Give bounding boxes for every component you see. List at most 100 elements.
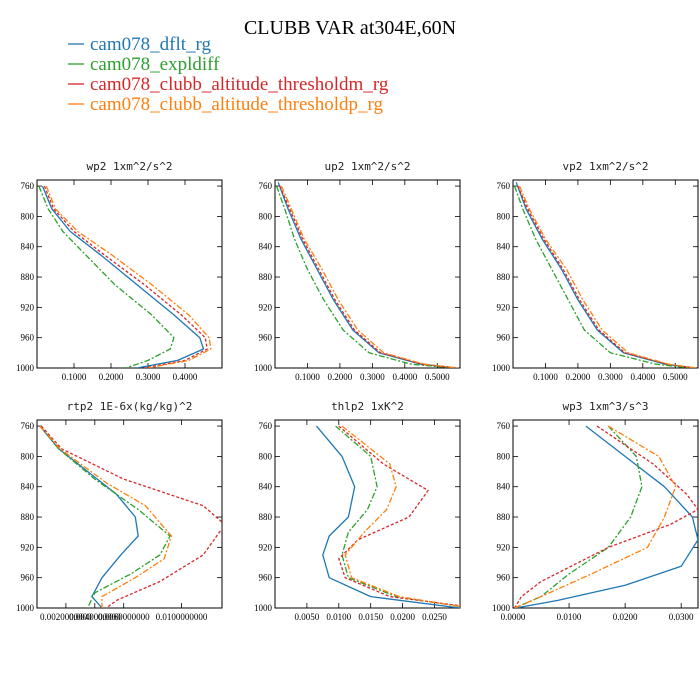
y-tick-label: 840 xyxy=(21,242,35,252)
series-line-2 xyxy=(275,185,454,368)
plot-frame xyxy=(512,179,699,369)
x-tick-label: 0.3000 xyxy=(360,372,385,382)
series-line-4 xyxy=(518,185,697,368)
series-line-3 xyxy=(40,425,222,608)
x-tick-label: 0.1000 xyxy=(533,372,558,382)
x-tick-label: 0.1000 xyxy=(62,372,87,382)
y-tick-label: 800 xyxy=(497,451,511,461)
y-tick-label: 880 xyxy=(259,272,273,282)
series-line-3 xyxy=(279,185,457,368)
y-tick-label: 1000 xyxy=(492,603,511,613)
plot-frame xyxy=(36,419,223,609)
x-tick-label: 0.2000 xyxy=(566,372,591,382)
series-line-4 xyxy=(280,185,459,368)
x-tick-label: 0.0060000000 xyxy=(98,612,150,622)
y-tick-label: 880 xyxy=(21,512,35,522)
plot-frame xyxy=(512,419,699,609)
y-tick-label: 920 xyxy=(21,302,35,312)
y-tick-label: 960 xyxy=(21,573,35,583)
y-tick-label: 840 xyxy=(259,482,273,492)
x-tick-label: 0.3000 xyxy=(136,372,161,382)
panel-6: wp3 1xm^3/s^3 760 800 840 880 920 960 10000.000… xyxy=(492,400,699,622)
y-tick-label: 840 xyxy=(259,242,273,252)
panel-title: up2 1xm^2/s^2 xyxy=(324,160,410,173)
panel-2: up2 1xm^2/s^2 760 800 840 880 920 960 1000 0.100… xyxy=(254,160,461,382)
x-tick-label: 0.0020000000 xyxy=(40,612,92,622)
y-tick-label: 760 xyxy=(259,181,273,191)
series-line-2 xyxy=(514,425,643,608)
x-tick-label: 0.0100000000 xyxy=(156,612,208,622)
y-tick-label: 800 xyxy=(259,451,273,461)
panel-title: wp3 1xm^3/s^3 xyxy=(562,400,648,413)
x-tick-label: 0.0050 xyxy=(295,612,320,622)
legend-label-1: cam078_dflt_rg xyxy=(90,34,212,55)
legend-label-3: cam078_clubb_altitude_thresholdm_rg xyxy=(90,74,389,95)
x-tick-label: 0.0040000000 xyxy=(69,612,121,622)
x-tick-label: 0.0100 xyxy=(557,612,582,622)
legend-label-2: cam078_expldiff xyxy=(90,54,220,75)
x-tick-label: 0.0200 xyxy=(390,612,415,622)
y-tick-label: 960 xyxy=(259,573,273,583)
y-tick-label: 760 xyxy=(497,421,511,431)
series-line-1 xyxy=(316,425,460,608)
legend-label-4: cam078_clubb_altitude_thresholdp_rg xyxy=(90,94,384,115)
x-tick-label: 0.1000 xyxy=(295,372,320,382)
y-tick-label: 880 xyxy=(21,272,35,282)
y-tick-label: 760 xyxy=(21,181,35,191)
series-line-3 xyxy=(517,185,695,368)
y-tick-label: 760 xyxy=(259,421,273,431)
y-tick-label: 960 xyxy=(497,333,511,343)
series-line-4 xyxy=(514,425,677,608)
x-tick-label: 0.4000 xyxy=(630,372,655,382)
panel-title: rtp2 1E-6x(kg/kg)^2 xyxy=(67,400,193,413)
series-line-4 xyxy=(39,425,173,608)
series-line-4 xyxy=(341,425,460,608)
series-line-2 xyxy=(39,425,171,608)
series-line-1 xyxy=(277,182,457,368)
panel-title: wp2 1xm^2/s^2 xyxy=(86,160,172,173)
y-tick-label: 840 xyxy=(497,242,511,252)
series-line-2 xyxy=(335,425,460,608)
y-tick-label: 920 xyxy=(497,542,511,552)
x-tick-label: 0.2000 xyxy=(99,372,124,382)
series-line-3 xyxy=(514,425,698,608)
x-tick-label: 0.2000 xyxy=(328,372,353,382)
y-tick-label: 1000 xyxy=(254,603,273,613)
panel-title: vp2 1xm^2/s^2 xyxy=(562,160,648,173)
legend: cam078_dflt_rgcam078_expldiffcam078_club… xyxy=(68,34,389,115)
y-tick-label: 960 xyxy=(21,333,35,343)
series-line-3 xyxy=(43,185,208,368)
y-tick-label: 920 xyxy=(259,542,273,552)
x-tick-label: 0.0100 xyxy=(326,612,351,622)
y-tick-label: 760 xyxy=(497,181,511,191)
y-tick-label: 880 xyxy=(259,512,273,522)
y-tick-label: 960 xyxy=(259,333,273,343)
x-tick-label: 0.3000 xyxy=(598,372,623,382)
y-tick-label: 800 xyxy=(21,211,35,221)
series-line-4 xyxy=(45,185,212,368)
y-tick-label: 880 xyxy=(497,512,511,522)
x-tick-label: 0.4000 xyxy=(173,372,198,382)
series-line-1 xyxy=(515,182,695,368)
y-tick-label: 800 xyxy=(497,211,511,221)
y-tick-label: 1000 xyxy=(492,363,511,373)
y-tick-label: 1000 xyxy=(16,363,35,373)
series-line-1 xyxy=(39,425,139,608)
panel-1: wp2 1xm^2/s^2 760 800 840 880 920 960 1000 0.100… xyxy=(16,160,223,382)
x-tick-label: 0.0000 xyxy=(501,612,526,622)
plot-frame xyxy=(274,419,461,609)
x-tick-label: 0.5000 xyxy=(425,372,450,382)
y-tick-label: 920 xyxy=(259,302,273,312)
plot-frame xyxy=(274,179,461,369)
y-tick-label: 920 xyxy=(21,542,35,552)
y-tick-label: 760 xyxy=(21,421,35,431)
panel-title: thlp2 1xK^2 xyxy=(331,400,404,413)
panel-5: thlp2 1xK^2 760 800 840 880 920 960 1000 0.0050 0… xyxy=(254,400,461,622)
series-line-1 xyxy=(41,185,205,368)
y-tick-label: 800 xyxy=(21,451,35,461)
x-tick-label: 0.0300 xyxy=(669,612,694,622)
plot-frame xyxy=(36,179,223,369)
x-tick-label: 0.0150 xyxy=(358,612,383,622)
x-tick-label: 0.5000 xyxy=(663,372,688,382)
